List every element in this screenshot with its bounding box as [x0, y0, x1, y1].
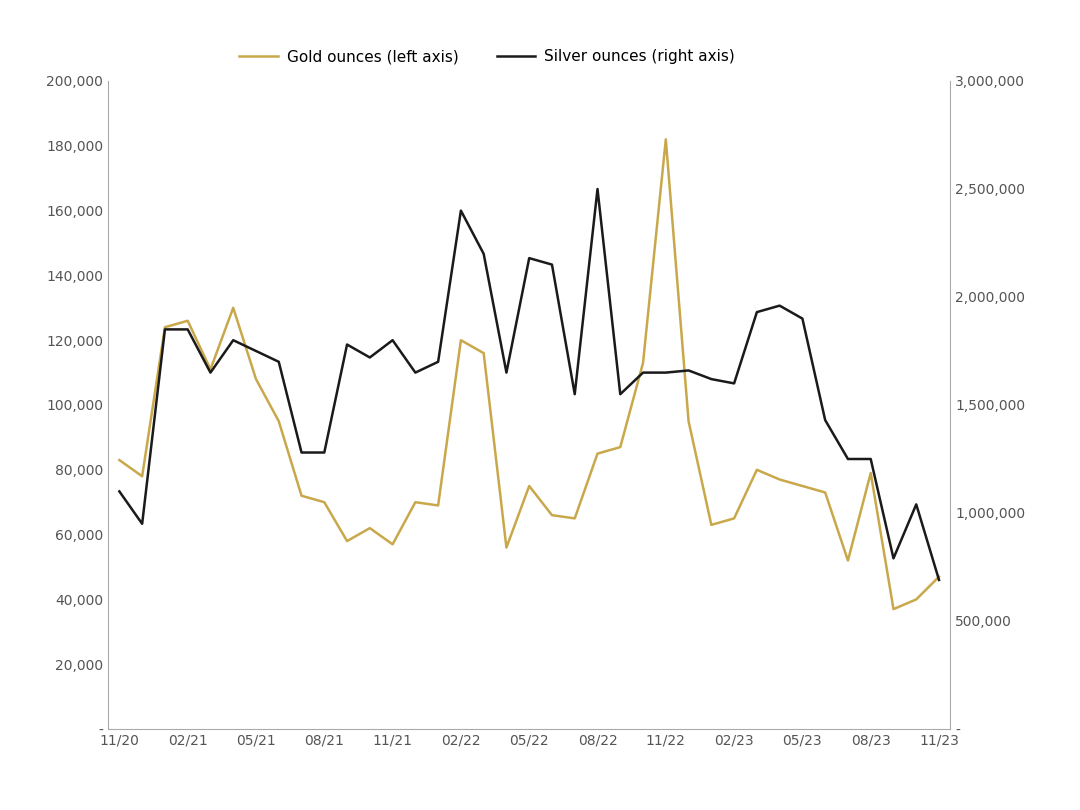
Silver ounces (right axis): [318, 448, 330, 458]
Gold ounces (left axis): [159, 322, 172, 332]
Silver ounces (right axis): [387, 335, 400, 345]
Silver ounces (right axis): [181, 325, 194, 335]
Gold ounces (left axis): [568, 514, 581, 523]
Silver ounces (right axis): [683, 365, 696, 375]
Gold ounces (left axis): [295, 491, 308, 501]
Silver ounces (right axis): [136, 519, 149, 529]
Silver ounces (right axis): [932, 575, 945, 585]
Gold ounces (left axis): [204, 364, 217, 374]
Silver ounces (right axis): [500, 368, 513, 377]
Gold ounces (left axis): [409, 497, 422, 507]
Gold ounces (left axis): [796, 481, 809, 491]
Silver ounces (right axis): [113, 487, 126, 497]
Silver ounces (right axis): [568, 390, 581, 399]
Gold ounces (left axis): [751, 465, 764, 475]
Gold ounces (left axis): [932, 572, 945, 582]
Silver ounces (right axis): [159, 325, 172, 335]
Silver ounces (right axis): [295, 448, 308, 458]
Gold ounces (left axis): [659, 134, 672, 144]
Silver ounces (right axis): [613, 390, 626, 399]
Gold ounces (left axis): [249, 374, 262, 384]
Gold ounces (left axis): [181, 316, 194, 326]
Gold ounces (left axis): [523, 481, 536, 491]
Gold ounces (left axis): [683, 416, 696, 426]
Silver ounces (right axis): [841, 454, 854, 464]
Line: Silver ounces (right axis): Silver ounces (right axis): [120, 189, 939, 580]
Gold ounces (left axis): [864, 468, 877, 478]
Silver ounces (right axis): [249, 346, 262, 356]
Gold ounces (left axis): [773, 475, 786, 484]
Silver ounces (right axis): [204, 368, 217, 377]
Gold ounces (left axis): [728, 514, 741, 523]
Silver ounces (right axis): [636, 368, 649, 377]
Silver ounces (right axis): [705, 374, 718, 384]
Silver ounces (right axis): [477, 249, 490, 258]
Gold ounces (left axis): [545, 510, 558, 520]
Gold ounces (left axis): [909, 595, 922, 604]
Line: Gold ounces (left axis): Gold ounces (left axis): [120, 139, 939, 609]
Silver ounces (right axis): [796, 313, 809, 323]
Silver ounces (right axis): [227, 335, 240, 345]
Silver ounces (right axis): [455, 206, 468, 215]
Gold ounces (left axis): [227, 303, 240, 313]
Silver ounces (right axis): [523, 254, 536, 263]
Gold ounces (left axis): [841, 556, 854, 565]
Silver ounces (right axis): [864, 454, 877, 464]
Gold ounces (left axis): [591, 449, 604, 458]
Silver ounces (right axis): [363, 352, 376, 362]
Silver ounces (right axis): [272, 357, 285, 367]
Gold ounces (left axis): [887, 604, 900, 614]
Silver ounces (right axis): [659, 368, 672, 377]
Silver ounces (right axis): [728, 378, 741, 388]
Gold ounces (left axis): [136, 471, 149, 481]
Gold ounces (left axis): [432, 501, 445, 510]
Gold ounces (left axis): [272, 416, 285, 426]
Gold ounces (left axis): [113, 455, 126, 465]
Gold ounces (left axis): [819, 488, 832, 497]
Silver ounces (right axis): [409, 368, 422, 377]
Silver ounces (right axis): [340, 339, 353, 349]
Silver ounces (right axis): [819, 416, 832, 425]
Silver ounces (right axis): [887, 553, 900, 563]
Silver ounces (right axis): [909, 500, 922, 509]
Legend: Gold ounces (left axis), Silver ounces (right axis): Gold ounces (left axis), Silver ounces (…: [233, 43, 741, 70]
Gold ounces (left axis): [363, 523, 376, 533]
Silver ounces (right axis): [545, 260, 558, 270]
Gold ounces (left axis): [500, 543, 513, 552]
Gold ounces (left axis): [455, 335, 468, 345]
Silver ounces (right axis): [751, 307, 764, 317]
Gold ounces (left axis): [318, 497, 330, 507]
Gold ounces (left axis): [387, 539, 400, 549]
Gold ounces (left axis): [340, 536, 353, 546]
Gold ounces (left axis): [613, 442, 626, 452]
Gold ounces (left axis): [477, 348, 490, 358]
Gold ounces (left axis): [705, 520, 718, 530]
Gold ounces (left axis): [636, 358, 649, 368]
Silver ounces (right axis): [773, 301, 786, 310]
Silver ounces (right axis): [591, 184, 604, 194]
Silver ounces (right axis): [432, 357, 445, 367]
